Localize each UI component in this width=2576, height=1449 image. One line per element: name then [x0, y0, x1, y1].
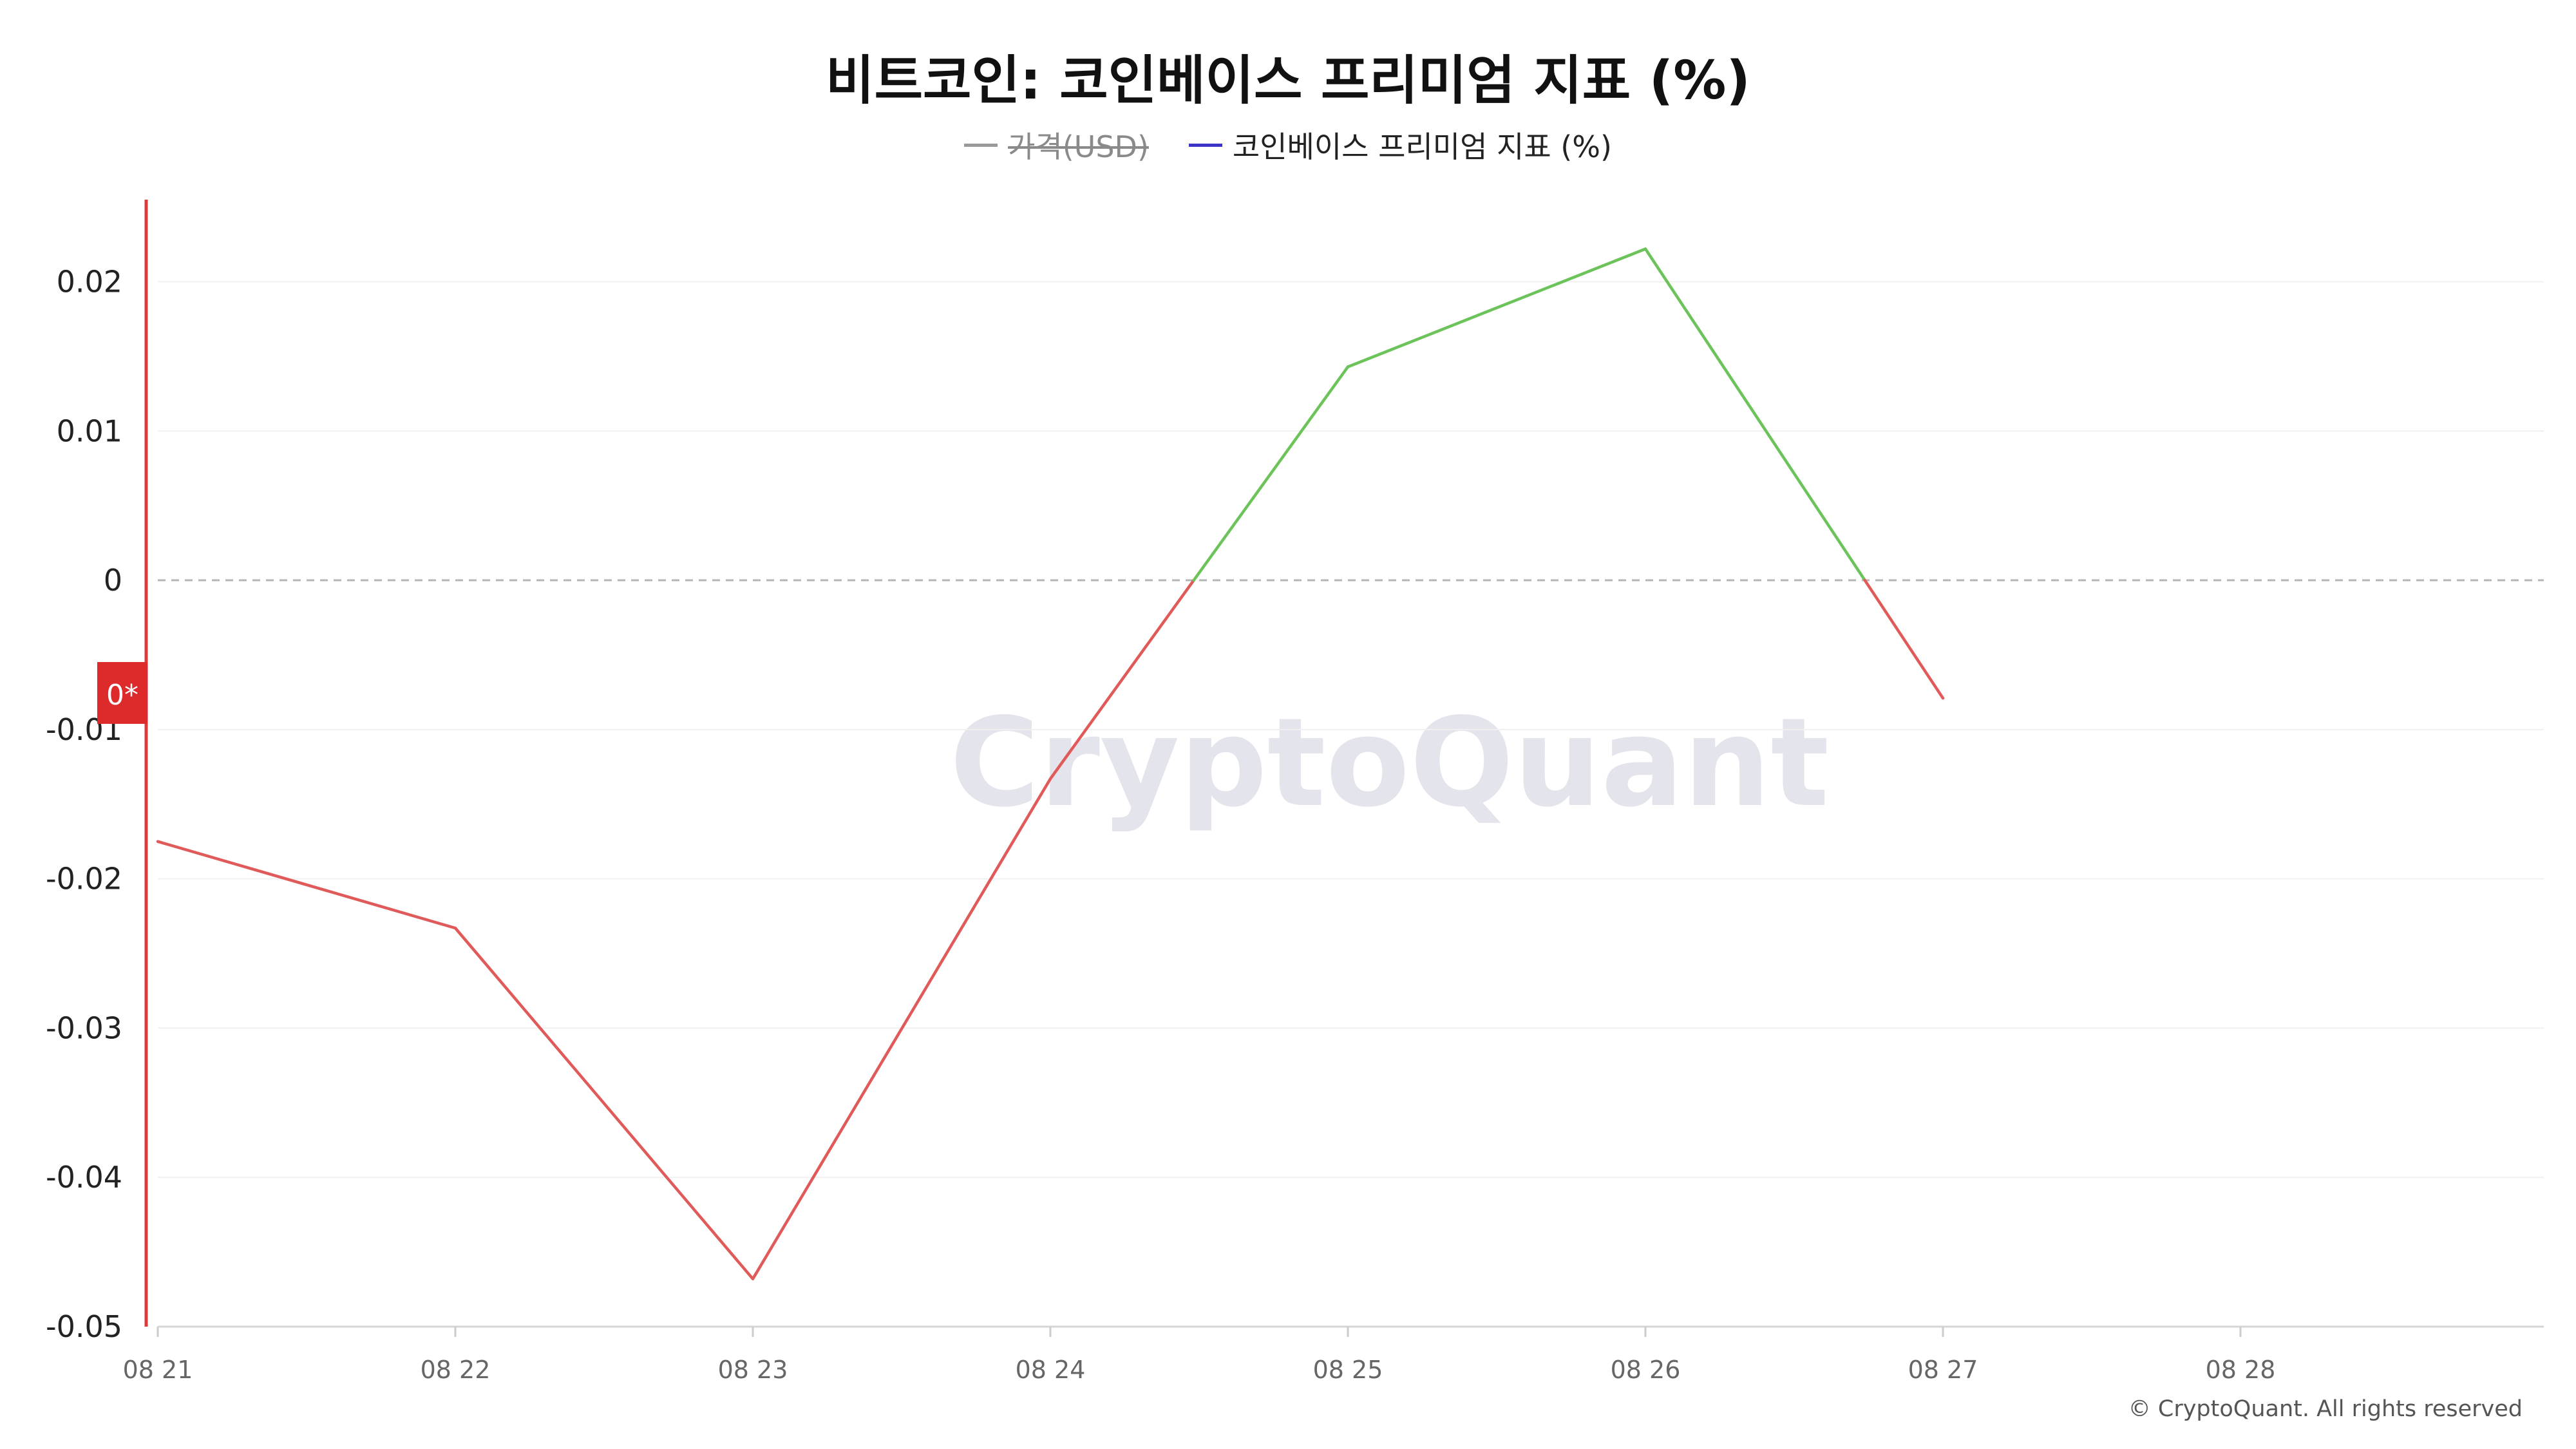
y-tick-label: 0 — [104, 563, 122, 598]
y-tick-label: -0.03 — [46, 1010, 122, 1045]
series-line-segment — [453, 926, 755, 1281]
chart-title: 비트코인: 코인베이스 프리미엄 지표 (%) — [826, 50, 1750, 111]
x-tick-label: 08 21 — [123, 1356, 193, 1384]
series-line-segment — [1643, 247, 1866, 582]
x-tick-label: 08 22 — [421, 1356, 491, 1384]
legend-item-price[interactable]: 가격(USD) — [964, 124, 1149, 166]
series-line-segment — [751, 777, 1052, 1281]
x-tick-label: 08 23 — [718, 1356, 788, 1384]
legend-swatch-price — [964, 143, 998, 147]
y-tick-label: 0.01 — [57, 413, 122, 448]
copyright-text: © CryptoQuant. All rights reserved — [2128, 1396, 2523, 1422]
current-value-marker: 0* — [97, 200, 148, 1327]
series-line-segment — [1863, 578, 1945, 700]
series-line-segment — [1192, 365, 1350, 582]
legend-label-premium: 코인베이스 프리미엄 지표 (%) — [1232, 129, 1612, 164]
legend-swatch-premium — [1188, 143, 1222, 147]
y-tick-label: -0.04 — [46, 1160, 122, 1195]
legend-label-price: 가격(USD) — [1008, 129, 1149, 164]
y-tick-label: -0.05 — [46, 1309, 122, 1344]
watermark: CryptoQuant — [950, 692, 1829, 834]
x-tick-label: 08 25 — [1313, 1356, 1383, 1384]
legend-item-premium[interactable]: 코인베이스 프리미엄 지표 (%) — [1188, 124, 1612, 166]
x-tick-label: 08 28 — [2206, 1356, 2276, 1384]
current-value-badge — [97, 662, 147, 724]
series-line-segment — [1346, 247, 1647, 368]
y-tick-label: -0.02 — [46, 862, 122, 896]
x-tick-label: 08 24 — [1016, 1356, 1086, 1384]
x-tick-label: 08 26 — [1611, 1356, 1681, 1384]
series-line-segment — [1048, 578, 1195, 781]
current-value-label: 0* — [106, 679, 138, 712]
legend: 가격(USD) 코인베이스 프리미엄 지표 (%) — [0, 124, 2576, 166]
y-tick-label: 0.02 — [57, 264, 122, 299]
series-premium — [156, 247, 1945, 1281]
x-tick-label: 08 27 — [1908, 1356, 1978, 1384]
series-line-segment — [156, 840, 457, 930]
